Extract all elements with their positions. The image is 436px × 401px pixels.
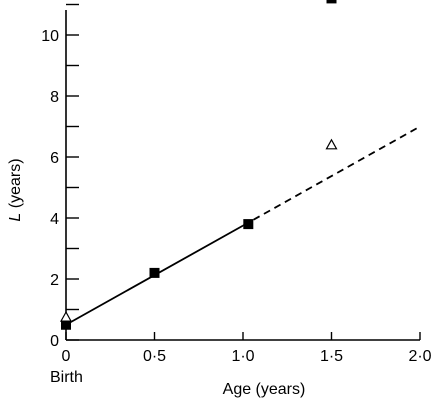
x-tick-label: 1·5 [320, 348, 343, 365]
triangle-point [59, 310, 73, 322]
axes: 0 0·5 1·0 1·5 2·0 Birth 0 2 4 6 8 10 [41, 3, 432, 386]
y-axis-label-unit: (years) [7, 158, 24, 212]
square-point [243, 219, 254, 230]
y-tick-label: 6 [50, 150, 59, 167]
axis-labels: Age (years) L (years) [7, 158, 305, 398]
fit-lines [65, 125, 421, 326]
square-point [61, 319, 71, 330]
y-axis-label-symbol: L [7, 213, 24, 222]
data-points [59, 0, 338, 330]
triangle-point [325, 138, 338, 150]
y-tick-label: 0 [50, 333, 59, 350]
x-tick-label: 0·5 [143, 348, 166, 365]
square-point [326, 0, 337, 4]
y-tick-label: 10 [41, 28, 59, 45]
y-tick-label: 8 [50, 89, 59, 106]
x-axis-label: Age (years) [223, 381, 306, 398]
x-tick-label: 0 [62, 348, 71, 365]
y-axis-label: L (years) [7, 158, 24, 221]
x-tick-label: 2·0 [408, 348, 431, 365]
x-tick-label: 1·0 [231, 348, 254, 365]
x-sublabel: Birth [50, 369, 83, 386]
y-tick-label: 4 [50, 211, 59, 228]
y-tick-label: 2 [50, 272, 59, 289]
dashed-fit-line [242, 125, 421, 227]
square-point [149, 267, 160, 278]
